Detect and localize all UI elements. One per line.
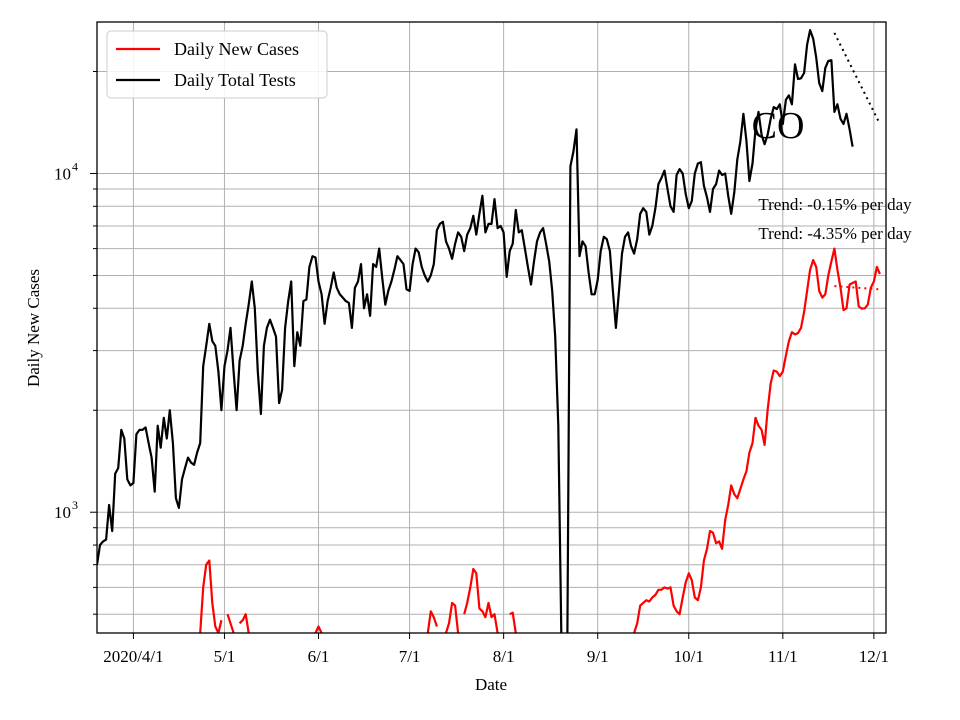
trend-line-1 [833, 32, 881, 125]
plot-area [97, 29, 881, 633]
series-line-0 [444, 601, 460, 633]
x-tick-label: 6/1 [308, 647, 330, 666]
x-axis-label: Date [475, 675, 507, 694]
y-tick-label-exponent: 3 [72, 498, 78, 512]
series-line-1 [97, 194, 563, 633]
x-tick-label: 5/1 [214, 647, 236, 666]
legend-box [106, 30, 328, 99]
trend-line-0 [834, 285, 881, 291]
x-tick-label: 9/1 [587, 647, 609, 666]
x-tick-label: 10/1 [674, 647, 704, 666]
x-tick-label: 2020/4/1 [103, 647, 163, 666]
y-axis-label: Daily New Cases [24, 269, 43, 387]
legend-label-cases: Daily New Cases [174, 39, 299, 59]
y-tick-label-exponent: 4 [72, 159, 78, 173]
series-line-1 [566, 29, 854, 633]
x-tick-label: 7/1 [399, 647, 421, 666]
series-line-0 [633, 247, 881, 633]
x-axis: 2020/4/1 5/1 6/1 7/1 8/1 9/1 10/1 11/1 12/1 [103, 633, 889, 666]
axes-frame [96, 21, 887, 634]
series-line-0 [199, 559, 223, 633]
chart-title: CO [752, 105, 805, 147]
x-tick-label: 12/1 [859, 647, 889, 666]
x-tick-label: 11/1 [768, 647, 798, 666]
trend-annotation-tests: Trend: -4.35% per day [758, 224, 912, 243]
series-line-0 [226, 613, 235, 633]
x-tick-label: 8/1 [493, 647, 515, 666]
legend-label-tests: Daily Total Tests [174, 70, 296, 90]
trend-annotation-cases: Trend: -0.15% per day [758, 195, 912, 214]
series-line-0 [463, 567, 499, 633]
series-line-0 [314, 625, 323, 633]
legend: Daily New Cases Daily Total Tests [106, 30, 328, 99]
series-line-0 [238, 613, 250, 633]
series-line-0 [509, 611, 517, 633]
y-tick-label: 10 [54, 503, 71, 522]
series-line-0 [426, 610, 438, 633]
y-tick-label: 10 [54, 164, 71, 183]
grid-lines [97, 22, 886, 633]
